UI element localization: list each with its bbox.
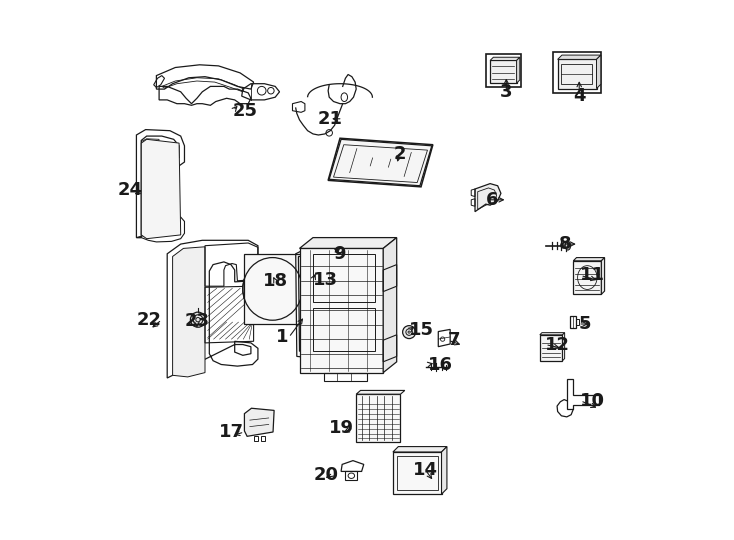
Polygon shape [272, 297, 283, 313]
Text: 3: 3 [500, 83, 512, 101]
Text: 13: 13 [313, 271, 338, 289]
Polygon shape [539, 333, 564, 335]
Polygon shape [356, 390, 404, 394]
Text: 7: 7 [448, 331, 460, 349]
Polygon shape [490, 60, 517, 83]
Polygon shape [261, 265, 272, 281]
Text: 2: 2 [393, 145, 406, 163]
Polygon shape [383, 238, 396, 373]
Text: 16: 16 [427, 355, 452, 374]
Polygon shape [517, 57, 520, 83]
Text: 9: 9 [333, 245, 346, 263]
Polygon shape [442, 447, 447, 494]
Text: 8: 8 [559, 235, 571, 253]
Polygon shape [475, 184, 501, 212]
Polygon shape [280, 291, 298, 293]
Text: 5: 5 [578, 315, 591, 333]
Polygon shape [299, 238, 396, 248]
Ellipse shape [264, 281, 280, 297]
Polygon shape [280, 278, 297, 289]
Polygon shape [562, 333, 564, 361]
Polygon shape [256, 293, 266, 310]
Text: 15: 15 [409, 321, 434, 340]
Text: 17: 17 [219, 423, 244, 441]
Polygon shape [299, 248, 383, 373]
Text: 1: 1 [276, 328, 288, 347]
Ellipse shape [403, 326, 415, 339]
Polygon shape [573, 258, 605, 261]
Polygon shape [330, 139, 432, 186]
Ellipse shape [271, 287, 274, 291]
Polygon shape [244, 408, 274, 436]
Text: 14: 14 [413, 461, 437, 479]
Text: 6: 6 [486, 191, 498, 209]
Polygon shape [573, 261, 601, 294]
Text: 19: 19 [329, 418, 354, 437]
Polygon shape [247, 285, 266, 287]
Text: 11: 11 [581, 266, 606, 285]
Text: 24: 24 [118, 181, 143, 199]
Polygon shape [356, 394, 401, 442]
Text: 10: 10 [581, 392, 606, 410]
Text: 20: 20 [314, 466, 339, 484]
Polygon shape [248, 289, 264, 300]
Text: 21: 21 [318, 110, 343, 128]
Polygon shape [558, 55, 601, 59]
Polygon shape [539, 335, 562, 361]
Polygon shape [244, 254, 307, 324]
Polygon shape [490, 57, 520, 60]
Text: 18: 18 [263, 272, 288, 290]
Polygon shape [251, 272, 269, 282]
Polygon shape [277, 296, 294, 306]
Ellipse shape [190, 312, 206, 327]
Polygon shape [558, 59, 597, 89]
Polygon shape [393, 452, 442, 494]
Text: 4: 4 [573, 86, 586, 105]
Ellipse shape [268, 285, 277, 293]
Ellipse shape [304, 267, 363, 329]
Text: 25: 25 [233, 102, 258, 120]
Polygon shape [393, 447, 447, 452]
Polygon shape [280, 268, 289, 285]
Polygon shape [597, 55, 601, 89]
Ellipse shape [565, 241, 570, 250]
Text: 12: 12 [545, 335, 570, 354]
Text: 23: 23 [184, 312, 209, 330]
Polygon shape [275, 263, 277, 282]
Polygon shape [172, 247, 205, 377]
Bar [486, 54, 521, 87]
Ellipse shape [243, 258, 302, 320]
Text: 22: 22 [137, 310, 161, 329]
Polygon shape [601, 258, 605, 294]
Polygon shape [268, 296, 270, 315]
Polygon shape [141, 139, 181, 239]
Bar [553, 52, 601, 93]
